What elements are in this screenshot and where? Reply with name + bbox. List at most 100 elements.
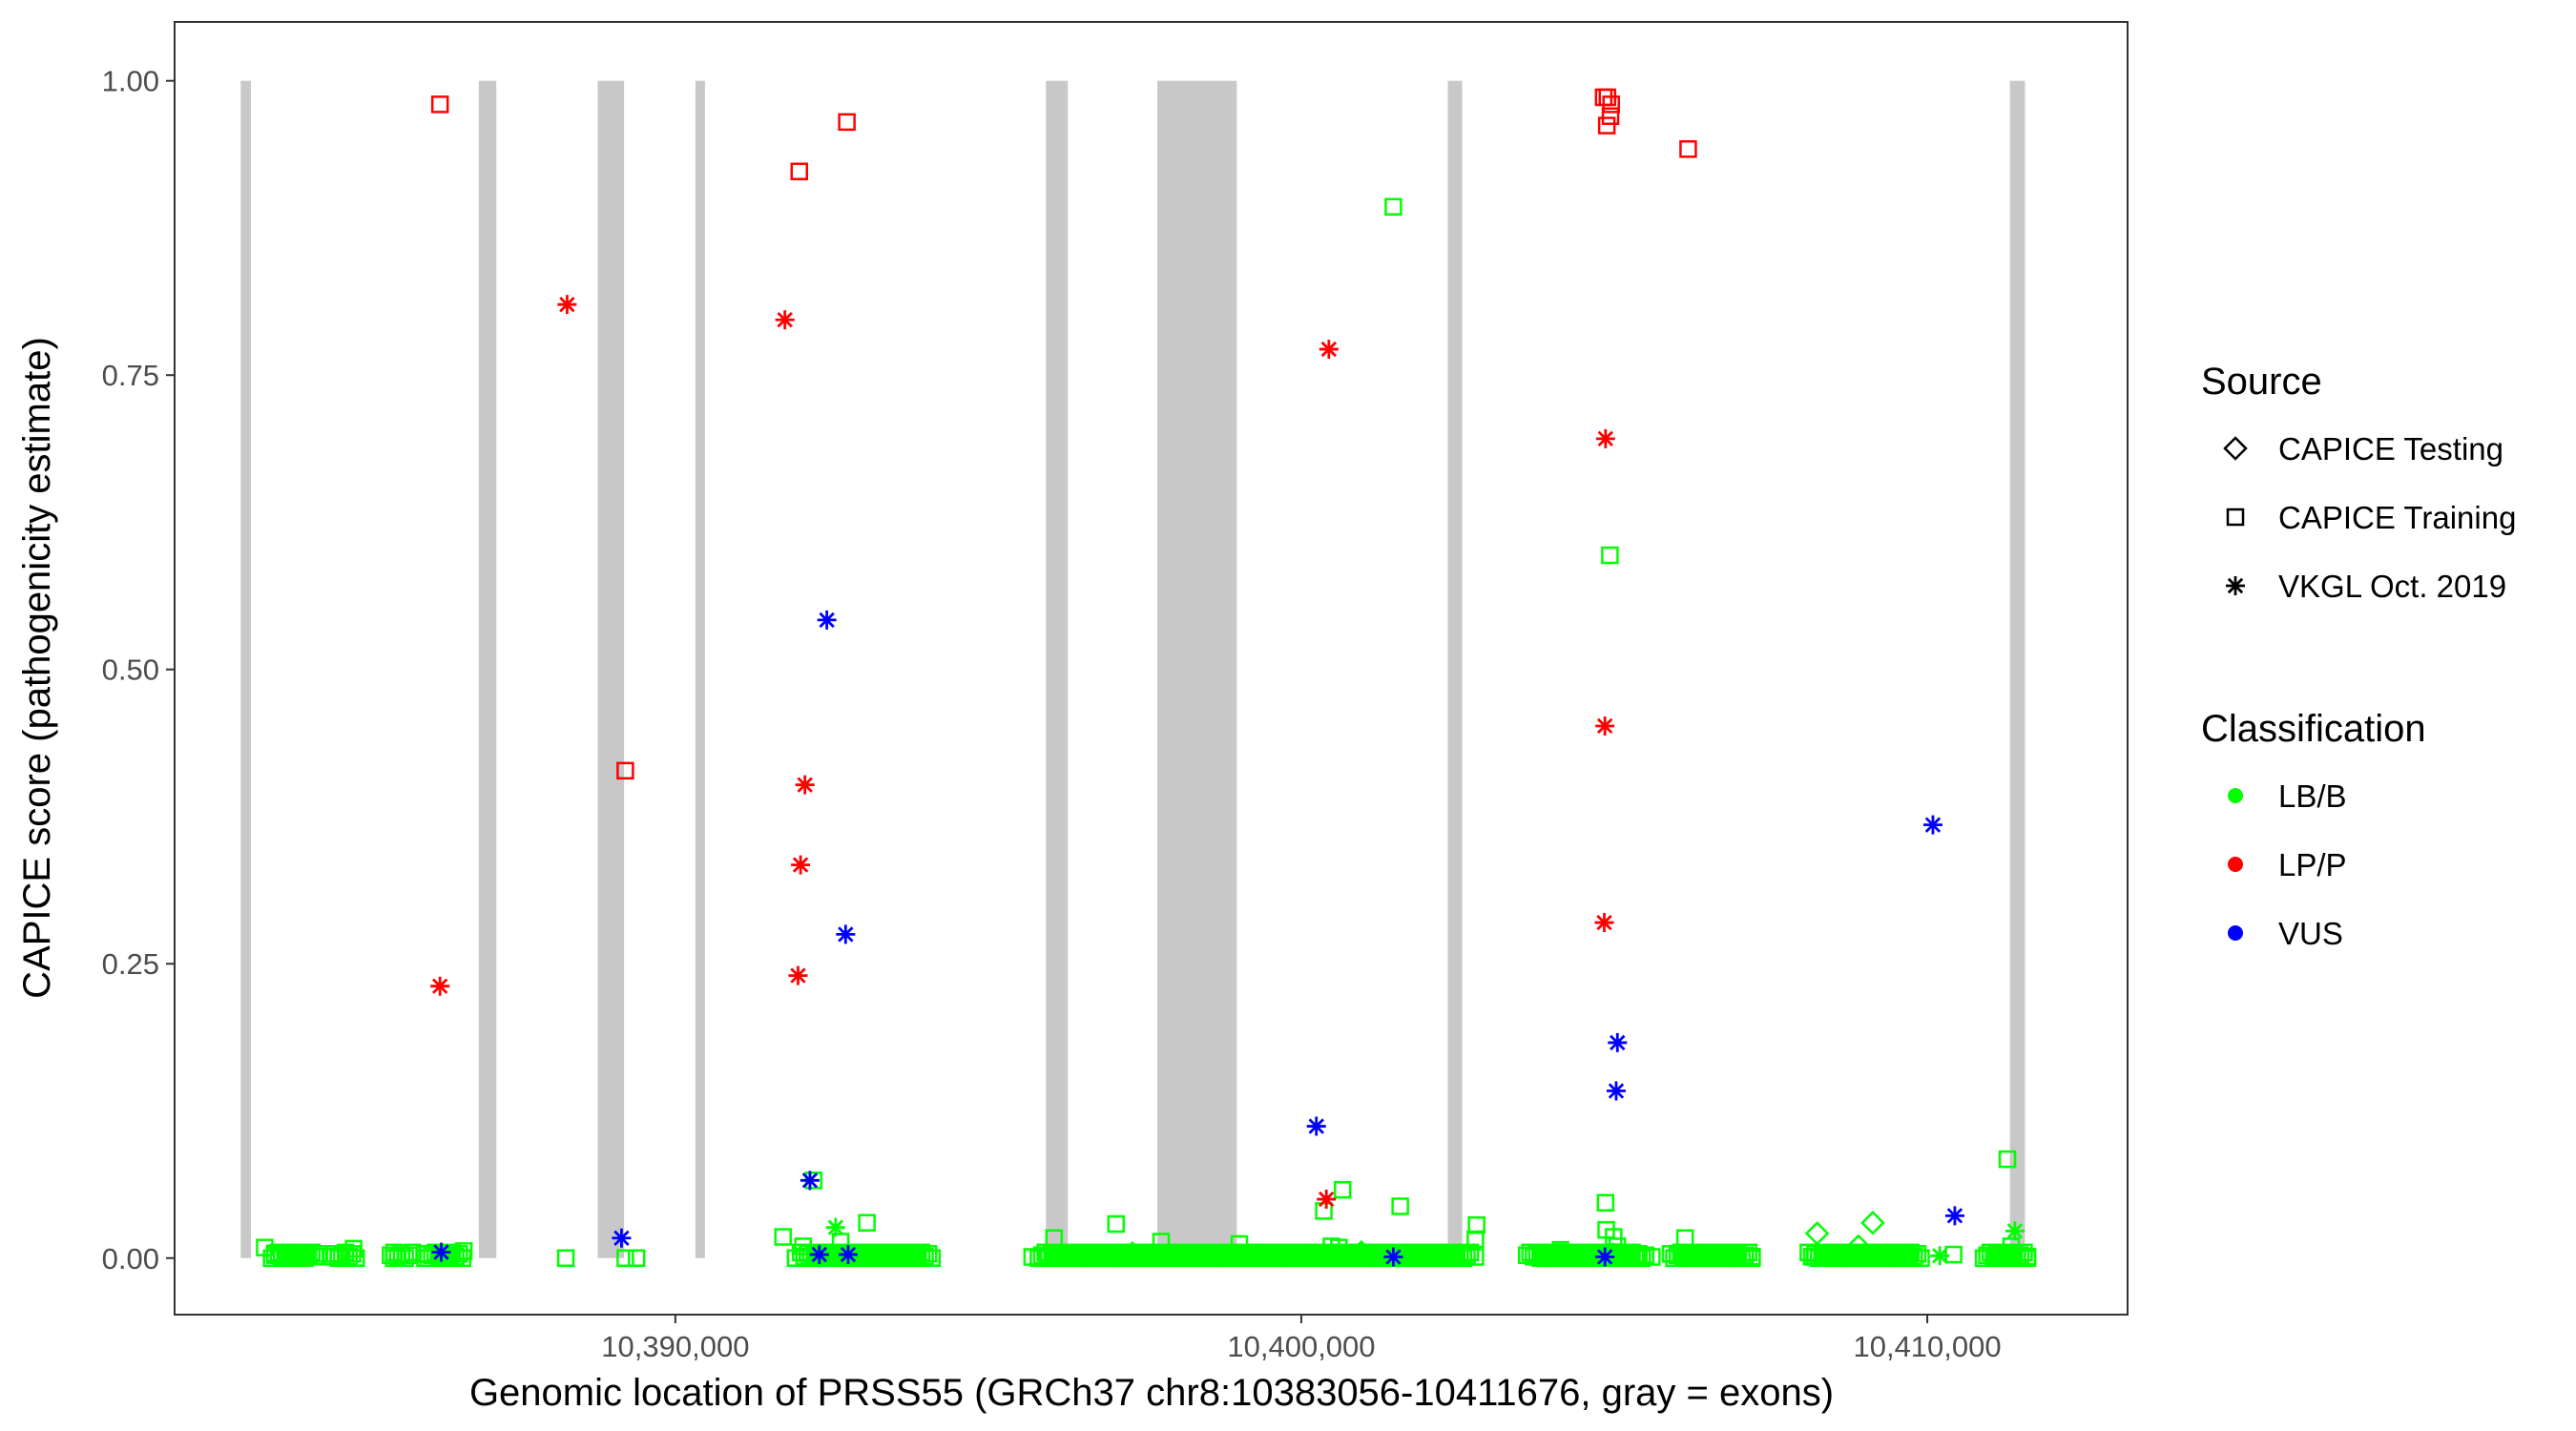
data-point <box>1536 1249 1555 1268</box>
data-point <box>1160 1249 1179 1268</box>
data-point <box>836 924 856 944</box>
data-point <box>1436 1249 1455 1268</box>
legend-source-label: VKGL Oct. 2019 <box>2278 569 2506 604</box>
data-point <box>1830 1249 1849 1268</box>
data-point <box>786 1249 805 1268</box>
baseline-point <box>1461 1243 1480 1262</box>
data-point <box>790 162 809 180</box>
data-point <box>1743 1249 1761 1268</box>
data-point <box>1342 1248 1361 1266</box>
legend-key-diamond <box>2223 436 2248 461</box>
data-point <box>1023 1248 1042 1266</box>
data-point <box>1880 1249 1899 1268</box>
data-point <box>825 1217 845 1237</box>
data-point <box>1104 1249 1123 1268</box>
data-point <box>556 1249 575 1268</box>
data-point <box>1673 1249 1693 1268</box>
data-point <box>256 1238 274 1256</box>
plot-panel-border <box>174 21 2129 1316</box>
exon-band-5 <box>1046 80 1069 1258</box>
data-point <box>1230 1234 1249 1254</box>
data-point <box>557 295 577 315</box>
data-point <box>616 1249 634 1268</box>
legend-source-title: Source <box>2201 361 2322 403</box>
exon-band-8 <box>2009 80 2025 1258</box>
data-point <box>1107 1214 1126 1234</box>
data-point <box>265 1244 284 1263</box>
data-point <box>1315 1202 1333 1220</box>
data-point <box>1860 1210 1885 1235</box>
data-point <box>297 1247 316 1265</box>
data-point <box>627 1249 646 1268</box>
data-point <box>1675 1229 1694 1248</box>
data-point <box>1417 1248 1436 1266</box>
x-axis-title: Genomic location of PRSS55 (GRCh37 chr8:… <box>469 1372 1834 1414</box>
data-point <box>775 310 795 330</box>
y-tick-label: 1.00 <box>102 65 159 98</box>
data-point <box>1998 1150 2017 1169</box>
data-point <box>1601 546 1619 565</box>
data-point <box>838 113 856 132</box>
data-point <box>1292 1247 1311 1265</box>
data-point <box>1679 140 1697 158</box>
data-point <box>430 976 450 996</box>
legend-key-dot <box>2228 925 2243 941</box>
data-point <box>329 1248 348 1266</box>
y-axis-title: CAPICE score (pathogenicity estimate) <box>16 337 58 999</box>
data-point <box>416 1249 434 1268</box>
data-point <box>1391 1197 1409 1215</box>
data-point <box>817 610 837 630</box>
baseline-point <box>1912 1249 1930 1268</box>
data-point <box>795 775 815 795</box>
exon-band-1 <box>240 80 252 1258</box>
data-point <box>612 1228 632 1248</box>
legend-class-title: Classification <box>2201 708 2426 750</box>
data-point <box>439 1247 459 1267</box>
data-point <box>1334 1180 1352 1199</box>
data-point <box>1152 1233 1171 1251</box>
legend-class-label: VUS <box>2278 916 2343 951</box>
data-point <box>1699 1247 1717 1265</box>
data-point <box>384 1249 403 1268</box>
legend-class-label: LB/B <box>2278 778 2347 814</box>
data-point <box>1602 95 1620 114</box>
legend-source-label: CAPICE Testing <box>2278 431 2503 467</box>
data-point <box>1846 1234 1871 1259</box>
baseline-point <box>923 1249 942 1268</box>
data-point <box>1717 1249 1736 1268</box>
data-point <box>431 1242 451 1262</box>
data-point <box>1383 1247 1403 1267</box>
data-point <box>1595 716 1615 736</box>
data-point <box>1120 1241 1145 1266</box>
exon-band-7 <box>1447 80 1463 1258</box>
legend-key-dot <box>2228 788 2243 803</box>
legend-class-label: LP/P <box>2278 847 2347 882</box>
data-point <box>1204 1249 1223 1268</box>
legend: Source Classification CAPICE Testing CAPI… <box>2201 361 2516 951</box>
data-point <box>1186 1247 1204 1265</box>
data-point <box>2018 1249 2037 1268</box>
data-point <box>1597 116 1616 135</box>
data-point <box>858 1213 876 1232</box>
data-point <box>2005 1221 2025 1241</box>
exon-band-2 <box>478 80 497 1258</box>
data-point <box>1073 1249 1091 1268</box>
data-point <box>1045 1229 1064 1248</box>
data-point <box>1594 913 1614 933</box>
data-point <box>1317 1190 1337 1210</box>
data-point <box>1930 1246 1950 1266</box>
x-tick-label: 10,390,000 <box>601 1330 749 1363</box>
data-point <box>1804 1221 1830 1246</box>
data-point <box>1595 428 1615 448</box>
data-point <box>800 1171 820 1191</box>
data-point <box>774 1228 792 1246</box>
data-point <box>1274 1249 1292 1268</box>
data-point <box>1900 1248 1918 1266</box>
data-point <box>1986 1249 2005 1268</box>
data-points <box>256 88 2037 1269</box>
axes: 0.00 0.25 0.50 0.75 1.00 10,390,000 10,400,000… <box>102 65 2002 1363</box>
baseline-point <box>1908 1245 1927 1263</box>
data-point <box>1319 340 1339 360</box>
y-tick-label: 0.50 <box>102 653 159 687</box>
data-point <box>1466 1230 1485 1249</box>
